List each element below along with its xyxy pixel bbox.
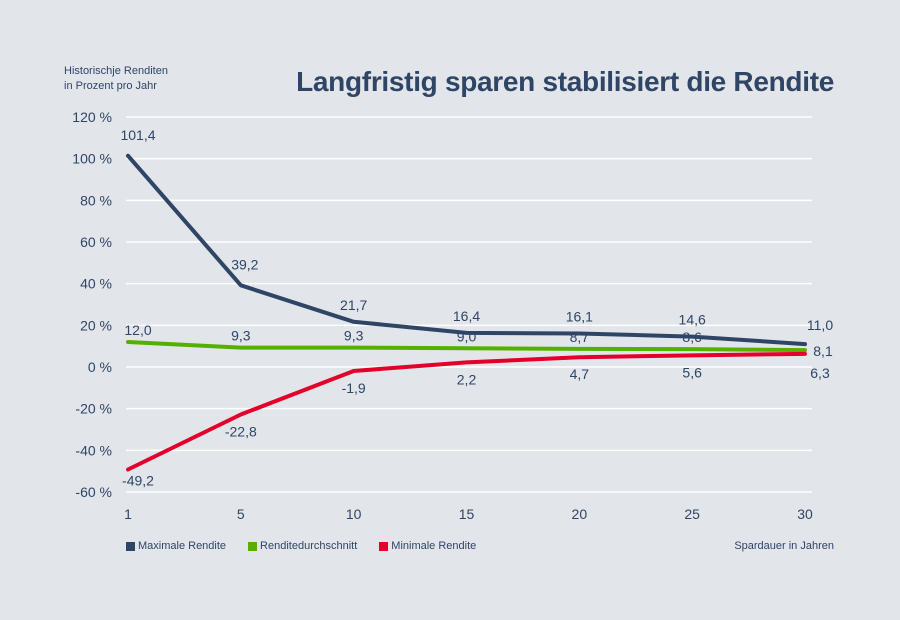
series-line-avg	[126, 340, 807, 353]
data-labels: 101,4 39,2 21,7 16,4 16,1 14,6 11,0 12,0 9,3 9,3 9…	[120, 127, 833, 489]
y-tick-label: 60 %	[80, 234, 112, 250]
y-tick-label: 80 %	[80, 192, 112, 208]
legend-label-avg: Renditedurchschnitt	[260, 540, 358, 552]
legend-item-max: Maximale Rendite	[126, 540, 226, 552]
legend-label-min: Minimale Rendite	[391, 540, 477, 552]
series-line-max	[126, 153, 807, 347]
data-label-avg: 9,0	[457, 328, 477, 344]
y-axis-title-line-2: in Prozent pro Jahr	[64, 80, 157, 92]
data-label-max: 11,0	[807, 317, 833, 333]
data-label-avg: 12,0	[124, 322, 151, 338]
y-tick-label: 20 %	[80, 317, 112, 333]
data-label-avg: 8,7	[570, 329, 590, 345]
x-tick-label: 30	[797, 506, 813, 522]
x-tick-label: 10	[346, 506, 362, 522]
data-label-min: 4,7	[570, 366, 590, 382]
y-tick-label: -20 %	[75, 401, 112, 417]
legend-item-avg: Renditedurchschnitt	[248, 540, 357, 552]
data-label-min: -22,8	[225, 424, 257, 440]
data-label-avg: 9,3	[231, 328, 251, 344]
y-axis-title: Historischje Renditen in Prozent pro Jah…	[64, 64, 168, 94]
y-tick-label: -60 %	[75, 484, 112, 500]
data-label-avg: 8,6	[682, 329, 702, 345]
series-line-min	[126, 351, 807, 472]
x-tick-label: 5	[237, 506, 245, 522]
data-label-min: 5,6	[682, 364, 702, 380]
data-label-max: 16,1	[566, 308, 593, 324]
gridlines	[126, 116, 812, 493]
x-tick-label: 25	[684, 506, 700, 522]
data-label-avg: 9,3	[344, 328, 364, 344]
data-label-avg: 8,1	[813, 343, 833, 359]
x-tick-labels: 1 5 10 15 20 25 30	[124, 506, 813, 522]
series-lines	[126, 153, 807, 472]
data-label-max: 101,4	[120, 127, 155, 143]
legend-swatch-min	[379, 541, 389, 551]
legend-item-min: Minimale Rendite	[379, 540, 476, 552]
data-label-min: 6,3	[810, 365, 830, 381]
y-axis-title-line-1: Historischje Renditen	[64, 65, 168, 77]
y-tick-label: 120 %	[72, 109, 112, 125]
x-tick-label: 1	[124, 506, 132, 522]
x-axis-title: Spardauer in Jahren	[734, 540, 834, 552]
data-label-max: 39,2	[231, 256, 258, 272]
legend-swatch-max	[126, 541, 135, 551]
data-label-max: 21,7	[340, 297, 367, 313]
x-tick-label: 15	[459, 506, 475, 522]
data-label-min: -49,2	[122, 473, 154, 489]
data-label-max: 16,4	[453, 308, 480, 324]
legend-label-max: Maximale Rendite	[138, 540, 227, 552]
y-tick-label: -40 %	[75, 442, 112, 458]
data-label-max: 14,6	[679, 312, 706, 328]
legend: Maximale Rendite Renditedurchschnitt Min…	[126, 540, 476, 552]
y-tick-labels: 120 % 100 % 80 % 60 % 40 % 20 % 0 % -20 % -40 % -…	[72, 109, 112, 500]
y-tick-label: 100 %	[72, 151, 112, 167]
y-tick-label: 0 %	[88, 359, 112, 375]
x-tick-label: 20	[572, 506, 588, 522]
chart-title: Langfristig sparen stabilisiert die Rend…	[296, 66, 834, 97]
data-label-min: -1,9	[342, 380, 366, 396]
y-tick-label: 40 %	[80, 276, 112, 292]
data-label-min: 2,2	[457, 371, 477, 387]
legend-swatch-avg	[248, 541, 258, 551]
